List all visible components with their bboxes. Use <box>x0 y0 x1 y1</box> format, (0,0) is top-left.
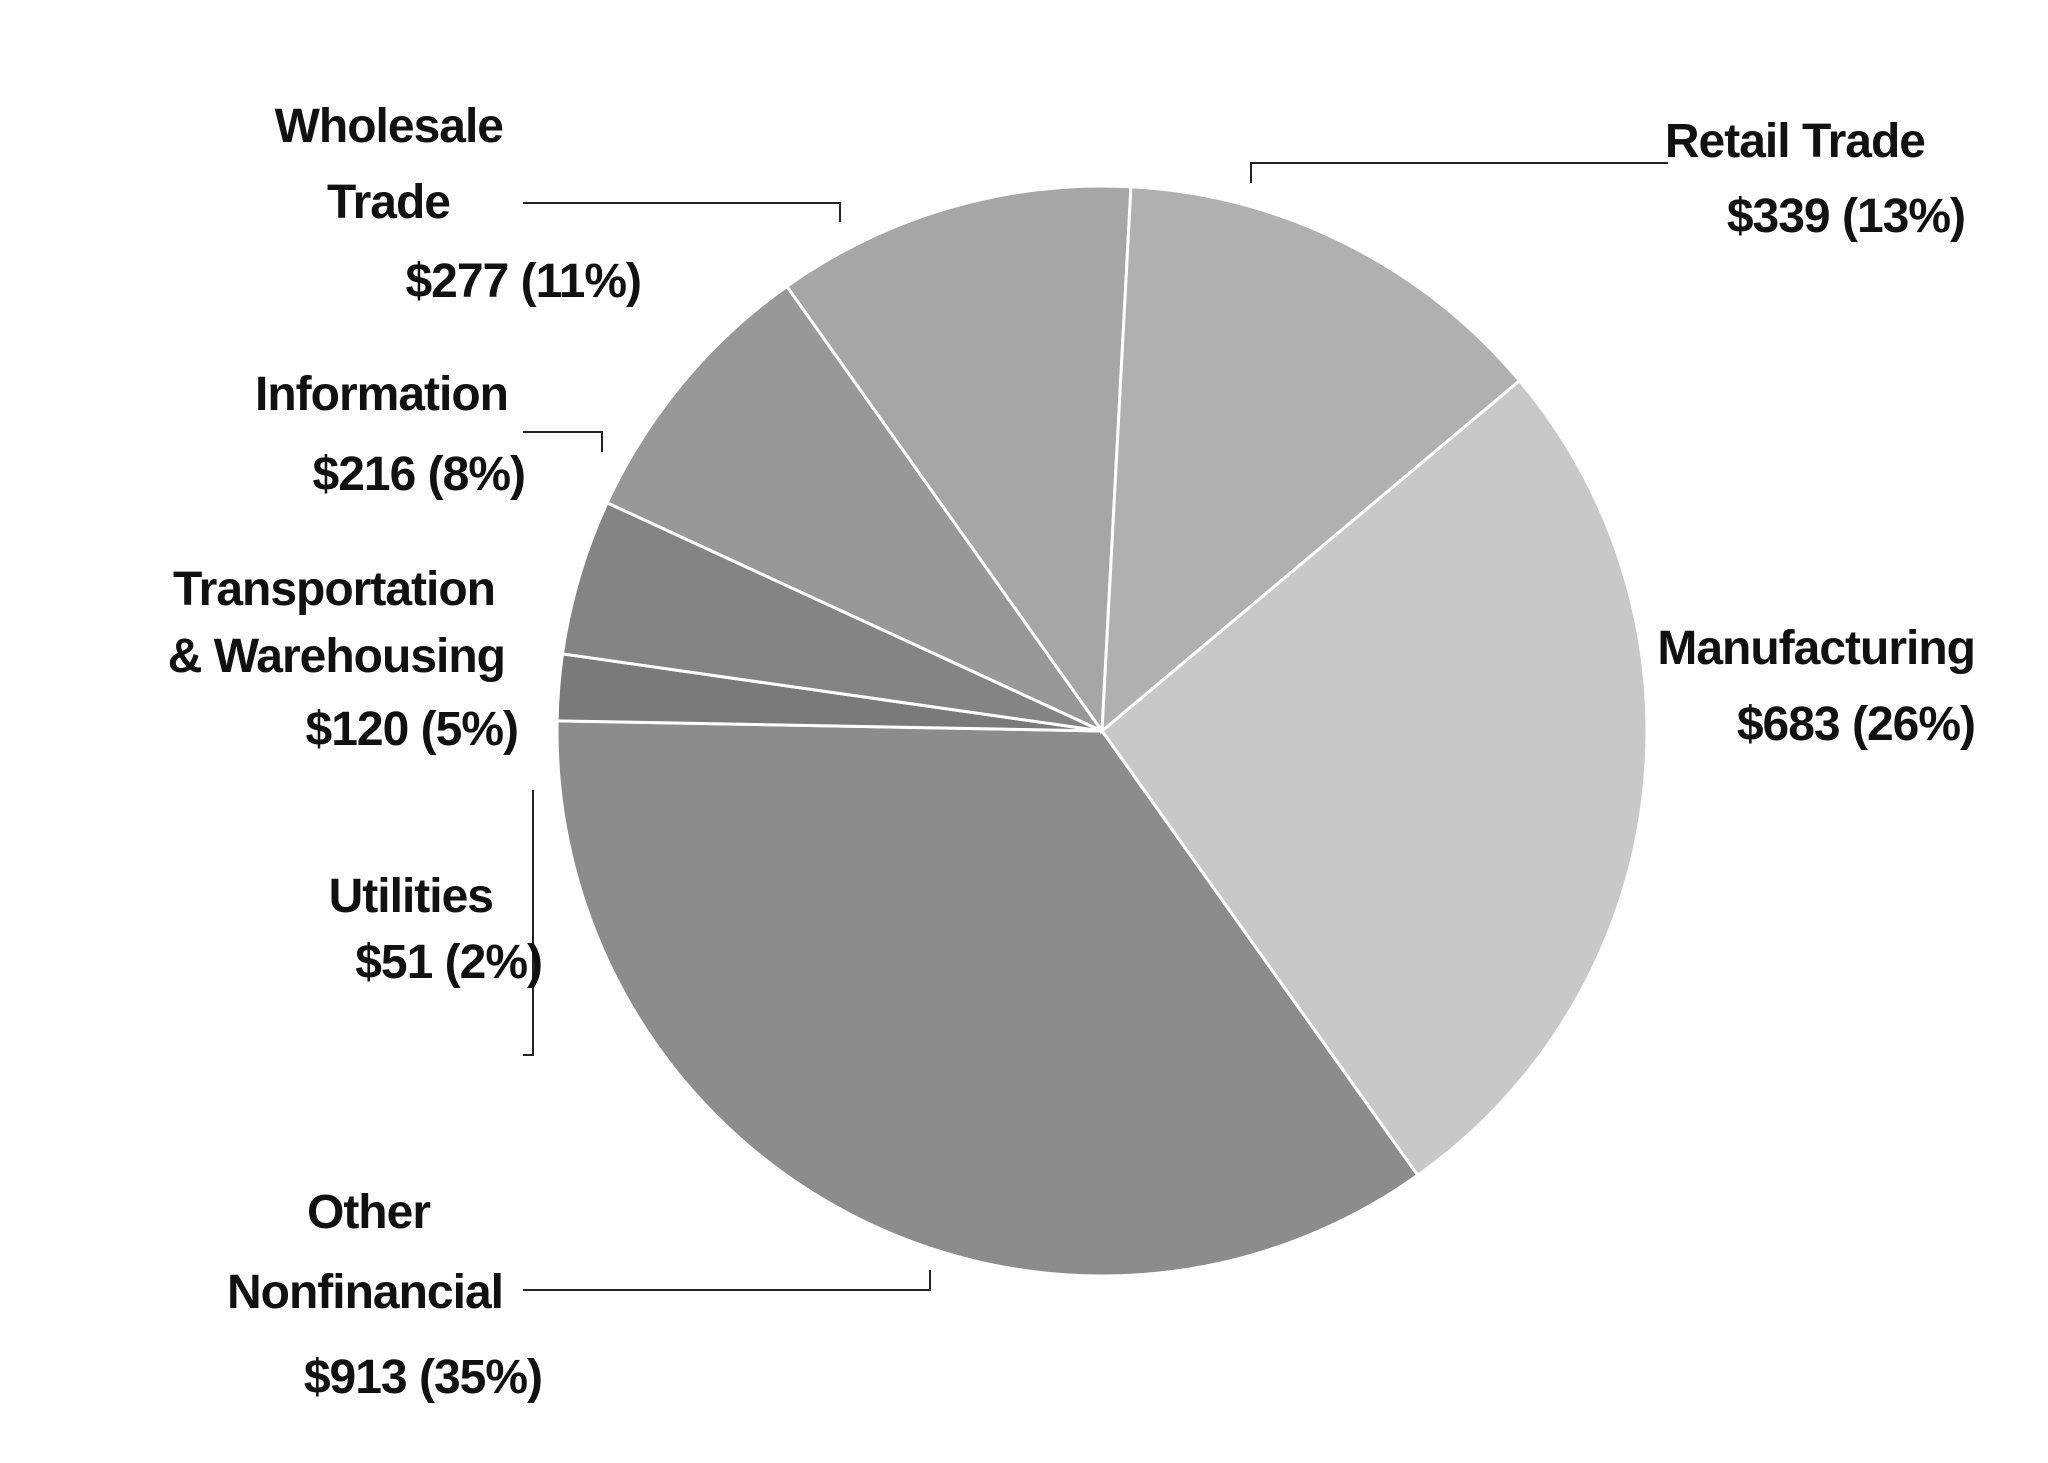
pie-slice-retail-trade <box>1100 185 1522 735</box>
value-utilities: $51 (2%) <box>355 936 542 989</box>
label-information: Information <box>255 368 508 421</box>
label-wholesale-line1: Wholesale <box>275 100 504 153</box>
pie-slice-other-nonfinancial <box>555 719 1420 1278</box>
value-wholesale-trade: $277 (11%) <box>405 255 641 308</box>
pie-slice-transportation-warehousing <box>560 500 1103 733</box>
pie-slice-manufacturing <box>1099 378 1649 1178</box>
leader-line-retail <box>1250 162 1668 183</box>
label-manufacturing: Manufacturing <box>1657 622 1975 675</box>
value-manufacturing: $683 (26%) <box>1737 698 1975 751</box>
label-transportation-line2: & Warehousing <box>168 630 505 683</box>
pie-slice-information <box>605 284 1107 735</box>
value-retail-trade: $339 (13%) <box>1727 190 1965 243</box>
label-other-line2: Nonfinancial <box>227 1266 503 1319</box>
label-wholesale-line2: Trade <box>327 176 450 229</box>
label-utilities: Utilities <box>329 870 493 923</box>
value-information: $216 (8%) <box>313 448 525 501</box>
leader-line-wholesale <box>523 202 841 222</box>
label-transportation-line1: Transportation <box>173 563 495 616</box>
label-other-line1: Other <box>307 1186 430 1239</box>
leader-line-utilities <box>523 790 534 1056</box>
leader-line-other <box>523 1270 931 1291</box>
pie-slice-wholesale-trade <box>784 184 1133 736</box>
value-other: $913 (35%) <box>304 1351 542 1404</box>
value-transportation: $120 (5%) <box>306 703 518 756</box>
leader-line-information <box>523 431 603 452</box>
label-retail-trade: Retail Trade <box>1665 115 1925 168</box>
pie-slices <box>555 184 1649 1278</box>
